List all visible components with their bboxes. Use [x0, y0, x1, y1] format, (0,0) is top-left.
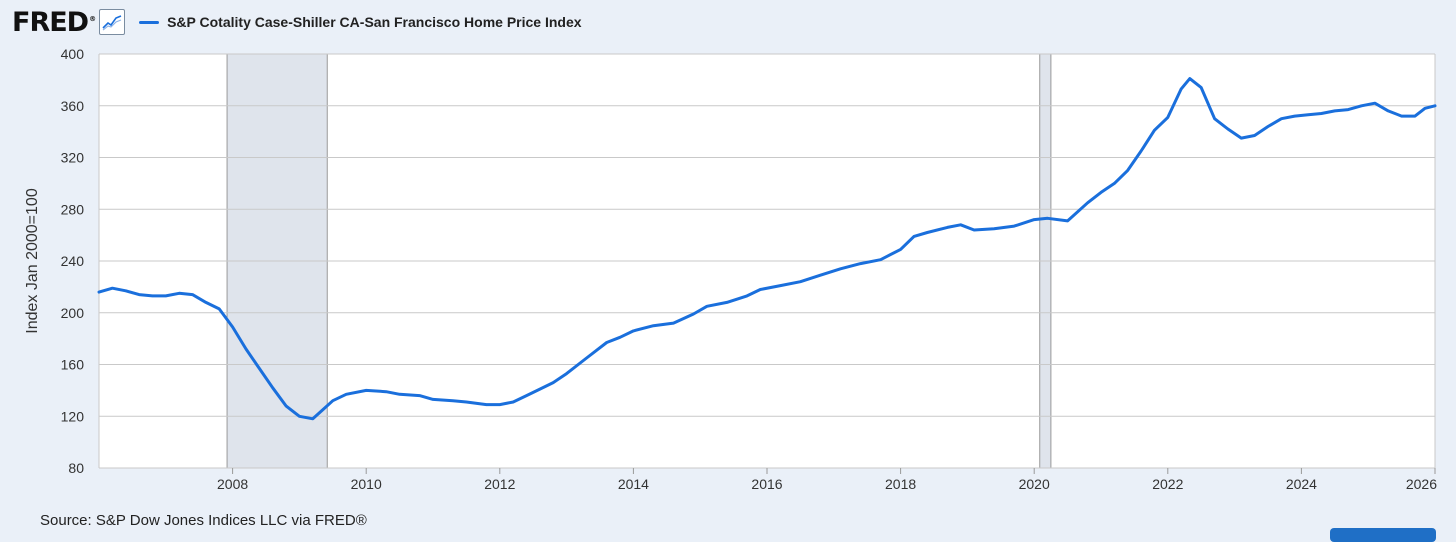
x-tick-label: 2020: [1019, 476, 1050, 492]
line-chart-icon[interactable]: [99, 9, 126, 35]
y-tick-label: 160: [61, 357, 85, 373]
source-note: Source: S&P Dow Jones Indices LLC via FR…: [40, 512, 367, 529]
legend-item[interactable]: S&P Cotality Case-Shiller CA-San Francis…: [139, 14, 582, 30]
y-tick-label: 240: [61, 253, 85, 269]
x-axis-ticks: 2008 2010 2012 2014 2016 2018 2020 2022 2024 2026: [217, 468, 1437, 492]
y-tick-label: 200: [61, 305, 85, 321]
edit-graph-button[interactable]: [1330, 528, 1436, 542]
y-tick-label: 320: [61, 150, 85, 166]
chart-header: FRED® S&P Cotality Case-Shiller CA-San F…: [12, 6, 582, 38]
series-line[interactable]: [97, 77, 1437, 421]
x-tick-label: 2014: [618, 476, 649, 492]
x-tick-label: 2018: [885, 476, 916, 492]
x-tick-label: 2024: [1286, 476, 1317, 492]
fred-logo[interactable]: FRED®: [12, 6, 96, 38]
y-tick-label: 360: [61, 98, 85, 114]
y-tick-label: 120: [61, 408, 85, 424]
x-tick-label: 2022: [1152, 476, 1183, 492]
x-tick-label: 2016: [751, 476, 782, 492]
x-tick-label: 2012: [484, 476, 515, 492]
y-tick-label: 400: [61, 46, 85, 62]
y-axis-ticks: 80 120 160 200 240 280 320 360 400: [61, 46, 85, 476]
series-layer: [97, 77, 1437, 421]
y-tick-label: 80: [68, 460, 84, 476]
y-axis-title: Index Jan 2000=100: [24, 188, 41, 334]
x-tick-label: 2008: [217, 476, 248, 492]
legend-swatch: [139, 20, 160, 24]
y-tick-label: 280: [61, 201, 85, 217]
legend-label: S&P Cotality Case-Shiller CA-San Francis…: [167, 14, 582, 30]
gridlines: [98, 53, 1436, 469]
x-tick-label: 2010: [351, 476, 382, 492]
x-tick-label: 2026: [1406, 476, 1437, 492]
